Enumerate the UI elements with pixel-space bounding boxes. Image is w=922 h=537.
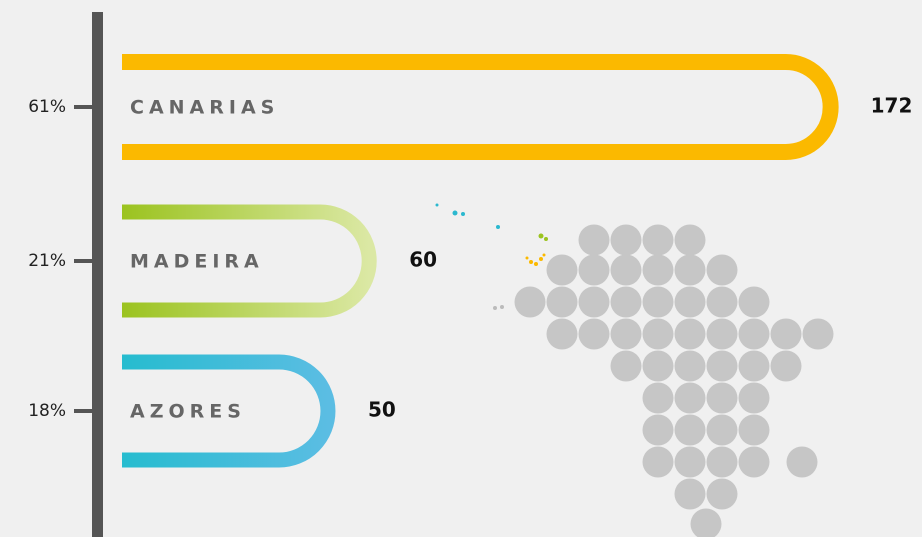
map-dot xyxy=(674,414,706,446)
map-dot xyxy=(642,382,674,414)
map-dot xyxy=(642,286,674,318)
map-dot xyxy=(610,286,642,318)
map-dot xyxy=(642,414,674,446)
bar xyxy=(122,354,336,468)
map-dot xyxy=(578,318,610,350)
value-label: 60 xyxy=(409,248,437,272)
island-dot xyxy=(542,253,546,257)
map-dot xyxy=(706,254,738,286)
map-dot xyxy=(546,318,578,350)
island-dot xyxy=(452,210,458,216)
category-label: CANARIAS xyxy=(130,97,279,119)
bar xyxy=(122,204,377,318)
map-dot xyxy=(674,478,706,510)
map-dot xyxy=(738,350,770,382)
value-label: 172 xyxy=(871,94,913,118)
map-dot xyxy=(706,286,738,318)
map-decoration xyxy=(435,203,834,537)
category-label: MADEIRA xyxy=(130,251,264,273)
category-label: AZORES xyxy=(130,401,246,423)
map-dot xyxy=(642,318,674,350)
map-dot xyxy=(610,254,642,286)
island-dot xyxy=(493,306,497,310)
island-dot xyxy=(525,256,529,260)
map-dot xyxy=(674,224,706,256)
share-label: 21% xyxy=(28,251,66,271)
map-dot xyxy=(706,414,738,446)
map-dot xyxy=(642,224,674,256)
map-dot xyxy=(738,382,770,414)
map-dot xyxy=(770,350,802,382)
map-dot xyxy=(514,286,546,318)
map-dot xyxy=(610,224,642,256)
map-dot xyxy=(738,286,770,318)
bar xyxy=(122,54,839,160)
map-dot xyxy=(738,446,770,478)
map-dot xyxy=(690,508,722,537)
island-dot xyxy=(435,203,439,207)
map-dot xyxy=(706,446,738,478)
map-dot xyxy=(802,318,834,350)
map-dot xyxy=(706,350,738,382)
share-label: 61% xyxy=(28,97,66,117)
island-dot xyxy=(534,262,538,266)
map-dot xyxy=(578,224,610,256)
island-dot xyxy=(461,212,465,216)
map-dot xyxy=(578,286,610,318)
map-dot xyxy=(786,446,818,478)
map-dot xyxy=(674,318,706,350)
map-dot xyxy=(770,318,802,350)
island-dot xyxy=(544,237,548,241)
map-dot xyxy=(610,350,642,382)
map-dot xyxy=(738,414,770,446)
map-dot xyxy=(610,318,642,350)
map-dot xyxy=(706,478,738,510)
island-dot xyxy=(500,305,504,309)
island-dot xyxy=(539,257,543,261)
island-dot xyxy=(529,260,533,264)
share-label: 18% xyxy=(28,401,66,421)
map-dot xyxy=(674,350,706,382)
axis-line xyxy=(92,12,103,537)
map-dot xyxy=(674,446,706,478)
map-dot xyxy=(642,446,674,478)
island-dot xyxy=(538,233,544,239)
map-dot xyxy=(674,286,706,318)
map-dot xyxy=(738,318,770,350)
map-dot xyxy=(578,254,610,286)
map-dot xyxy=(546,254,578,286)
map-dot xyxy=(642,254,674,286)
map-dot xyxy=(642,350,674,382)
map-dot xyxy=(674,382,706,414)
island-dot xyxy=(496,225,500,229)
map-dot xyxy=(546,286,578,318)
map-dot xyxy=(706,318,738,350)
map-dot xyxy=(674,254,706,286)
map-dot xyxy=(706,382,738,414)
value-label: 50 xyxy=(368,398,396,422)
